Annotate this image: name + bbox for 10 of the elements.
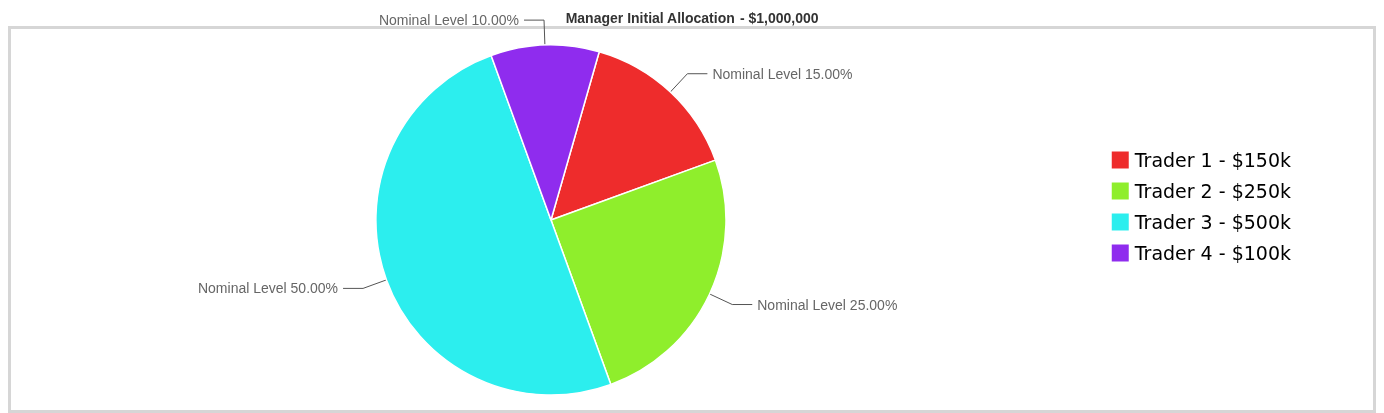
data-label: Nominal Level 10.00% — [378, 12, 520, 29]
legend-label: Trader 3 - $500k — [1133, 211, 1291, 233]
legend-label: Trader 4 - $100k — [1133, 242, 1291, 264]
legend-label: Trader 1 - $150k — [1133, 149, 1291, 171]
chart-subtitle: - $1,000,000 — [739, 10, 819, 26]
data-label: Nominal Level 50.00% — [197, 280, 339, 297]
data-label: Nominal Level 15.00% — [712, 65, 853, 82]
data-label: Nominal Level 25.00% — [757, 296, 898, 313]
chart-title: Manager Initial Allocation — [565, 10, 735, 26]
legend-label: Trader 2 - $250k — [1133, 180, 1291, 202]
